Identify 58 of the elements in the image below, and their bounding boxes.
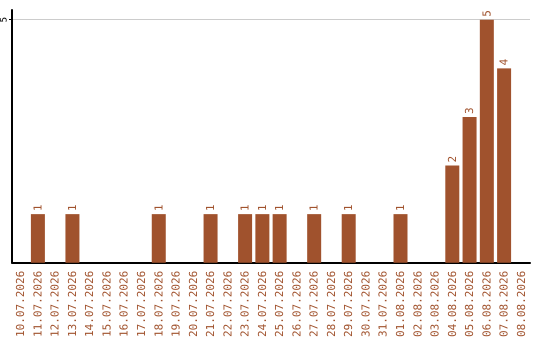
bar: [204, 214, 218, 263]
bar: [394, 214, 408, 263]
bar: [462, 116, 477, 263]
x-tick-label: 12.07.2026: [48, 270, 62, 338]
x-tick-label: 30.07.2026: [359, 270, 372, 338]
data-label: 1: [342, 204, 356, 212]
data-label: 1: [204, 204, 218, 212]
x-tick-label: 20.07.2026: [186, 270, 200, 338]
data-label: 1: [273, 204, 286, 212]
x-tick-label: 15.07.2026: [100, 270, 114, 338]
x-tick-label: 25.07.2026: [273, 270, 286, 338]
x-tick-label: 22.07.2026: [221, 270, 234, 338]
x-tick-label: 08.08.2026: [514, 270, 528, 338]
x-tick-label: 05.08.2026: [463, 270, 476, 338]
x-tick-label: 14.07.2026: [83, 270, 96, 338]
bar: [342, 214, 356, 263]
x-tick-label: 17.07.2026: [135, 270, 148, 338]
x-tick-label: 19.07.2026: [170, 270, 183, 338]
data-label: 2: [446, 156, 459, 163]
x-tick-label: 10.07.2026: [14, 270, 28, 338]
bar: [238, 214, 252, 263]
x-tick-label: 31.07.2026: [376, 270, 390, 338]
data-label: 4: [498, 58, 511, 66]
x-tick-label: 13.07.2026: [66, 270, 79, 338]
data-label: 1: [152, 204, 166, 212]
bar: [307, 214, 322, 263]
data-label: 1: [66, 204, 79, 212]
x-tick-label: 06.08.2026: [480, 270, 494, 338]
bar: [255, 214, 270, 263]
x-tick-label: 18.07.2026: [152, 270, 166, 338]
x-tick-label: 02.08.2026: [411, 270, 424, 338]
x-tick-label: 28.07.2026: [324, 270, 338, 338]
x-tick-label: 16.07.2026: [118, 270, 131, 338]
bar: [445, 166, 460, 263]
x-tick-label: 04.08.2026: [446, 270, 459, 338]
data-label: 1: [256, 204, 269, 212]
data-label: 5: [480, 10, 494, 17]
bar: [30, 214, 45, 263]
x-tick-label: 11.07.2026: [31, 270, 44, 338]
x-tick-label: 01.08.2026: [394, 270, 407, 338]
bar: [65, 214, 80, 263]
x-tick-label: 03.08.2026: [428, 270, 442, 338]
bar: [152, 214, 166, 263]
x-tick-label: 21.07.2026: [204, 270, 218, 338]
bar: [272, 214, 287, 263]
data-label: 1: [238, 204, 252, 212]
data-label: 1: [308, 204, 321, 212]
x-tick-label: 29.07.2026: [342, 270, 356, 338]
x-tick-label: 23.07.2026: [238, 270, 252, 338]
x-tick-label: 07.08.2026: [498, 270, 511, 338]
x-tick-label: 24.07.2026: [256, 270, 269, 338]
bar: [497, 68, 512, 263]
data-label: 1: [31, 204, 44, 212]
data-label: 3: [463, 107, 476, 114]
bar: [480, 20, 494, 263]
x-tick-label: 26.07.2026: [290, 270, 304, 338]
data-label: 1: [394, 204, 407, 212]
x-tick-label: 27.07.2026: [308, 270, 321, 338]
